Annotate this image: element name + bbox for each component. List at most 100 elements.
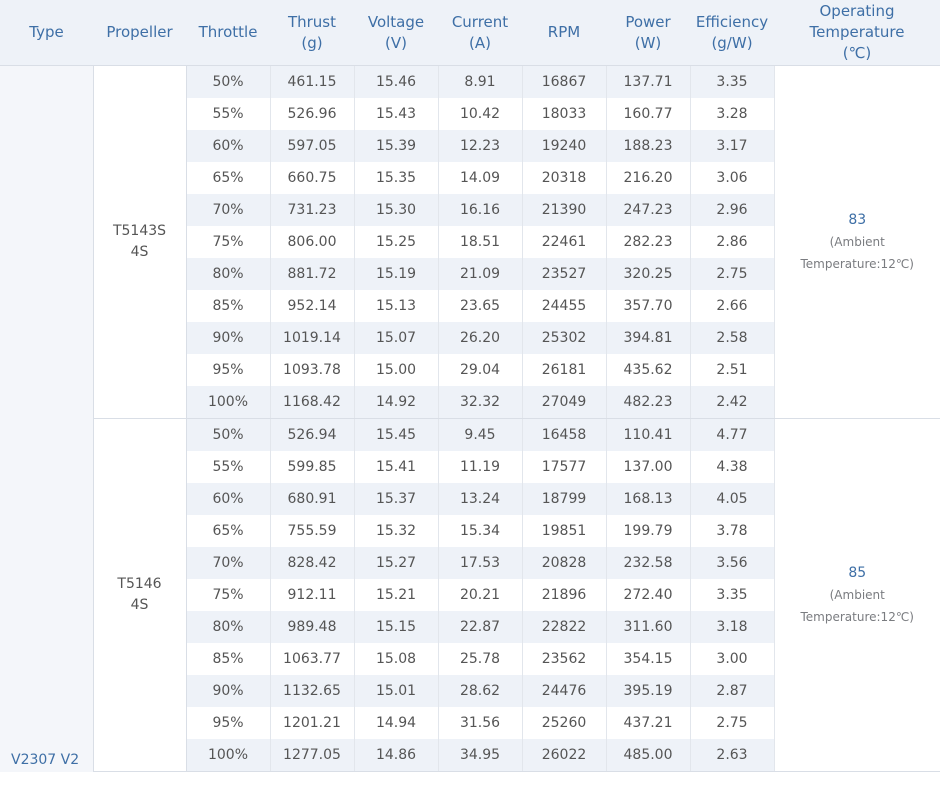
type-cell: V2307 V2: [0, 65, 94, 772]
rpm-cell: 16458: [522, 418, 607, 451]
voltage-cell: 15.27: [354, 547, 439, 579]
thrust-cell: 806.00: [270, 226, 355, 258]
table-row: 55% 526.96 15.43 10.42 18033 160.77 3.28: [0, 98, 940, 130]
power-cell: 357.70: [606, 290, 691, 322]
rpm-cell: 26181: [522, 354, 607, 386]
table-row: 100% 1277.05 14.86 34.95 26022 485.00 2.63: [0, 739, 940, 772]
throttle-cell: 70%: [186, 194, 271, 226]
header-thrust: Thrust (g): [270, 0, 354, 66]
rpm-cell: 25260: [522, 707, 607, 739]
voltage-cell: 15.00: [354, 354, 439, 386]
current-cell: 12.23: [438, 130, 523, 162]
current-cell: 25.78: [438, 643, 523, 675]
rpm-cell: 22461: [522, 226, 607, 258]
table-row: 95% 1093.78 15.00 29.04 26181 435.62 2.51: [0, 354, 940, 386]
current-cell: 26.20: [438, 322, 523, 354]
efficiency-cell: 3.00: [690, 643, 775, 675]
table-row: 70% 731.23 15.30 16.16 21390 247.23 2.96: [0, 194, 940, 226]
current-cell: 28.62: [438, 675, 523, 707]
thrust-cell: 1132.65: [270, 675, 355, 707]
header-throttle: Throttle: [186, 0, 270, 66]
throttle-cell: 95%: [186, 707, 271, 739]
throttle-cell: 85%: [186, 290, 271, 322]
throttle-cell: 80%: [186, 258, 271, 290]
voltage-cell: 14.92: [354, 386, 439, 419]
current-cell: 17.53: [438, 547, 523, 579]
power-cell: 394.81: [606, 322, 691, 354]
thrust-cell: 755.59: [270, 515, 355, 547]
table-row: 100% 1168.42 14.92 32.32 27049 482.23 2.42: [0, 386, 940, 419]
rpm-cell: 17577: [522, 451, 607, 483]
rpm-cell: 25302: [522, 322, 607, 354]
power-cell: 137.00: [606, 451, 691, 483]
efficiency-cell: 3.17: [690, 130, 775, 162]
temperature-value: 83: [848, 212, 867, 228]
ambient-temperature-note: (Ambient Temperature:12℃): [800, 588, 914, 624]
rpm-cell: 21896: [522, 579, 607, 611]
throttle-cell: 75%: [186, 579, 271, 611]
power-cell: 272.40: [606, 579, 691, 611]
current-cell: 34.95: [438, 739, 523, 772]
rpm-cell: 26022: [522, 739, 607, 772]
efficiency-cell: 2.58: [690, 322, 775, 354]
throttle-cell: 60%: [186, 130, 271, 162]
table-row: 85% 1063.77 15.08 25.78 23562 354.15 3.00: [0, 643, 940, 675]
efficiency-cell: 2.66: [690, 290, 775, 322]
table-row: 75% 912.11 15.21 20.21 21896 272.40 3.35: [0, 579, 940, 611]
throttle-cell: 60%: [186, 483, 271, 515]
header-propeller: Propeller: [93, 0, 186, 66]
voltage-cell: 15.15: [354, 611, 439, 643]
rpm-cell: 27049: [522, 386, 607, 419]
efficiency-cell: 3.35: [690, 65, 775, 98]
voltage-cell: 15.07: [354, 322, 439, 354]
throttle-cell: 90%: [186, 675, 271, 707]
throttle-cell: 100%: [186, 739, 271, 772]
throttle-cell: 100%: [186, 386, 271, 419]
table-row: 90% 1019.14 15.07 26.20 25302 394.81 2.58: [0, 322, 940, 354]
voltage-cell: 15.19: [354, 258, 439, 290]
power-cell: 320.25: [606, 258, 691, 290]
thrust-cell: 526.94: [270, 418, 355, 451]
voltage-cell: 15.25: [354, 226, 439, 258]
thrust-cell: 828.42: [270, 547, 355, 579]
rpm-cell: 20318: [522, 162, 607, 194]
efficiency-cell: 3.28: [690, 98, 775, 130]
thrust-cell: 1063.77: [270, 643, 355, 675]
table-row: 60% 680.91 15.37 13.24 18799 168.13 4.05: [0, 483, 940, 515]
rpm-cell: 20828: [522, 547, 607, 579]
thrust-cell: 952.14: [270, 290, 355, 322]
efficiency-cell: 4.77: [690, 418, 775, 451]
thrust-cell: 526.96: [270, 98, 355, 130]
power-cell: 168.13: [606, 483, 691, 515]
thrust-cell: 989.48: [270, 611, 355, 643]
table-row: 55% 599.85 15.41 11.19 17577 137.00 4.38: [0, 451, 940, 483]
power-cell: 137.71: [606, 65, 691, 98]
header-current: Current (A): [438, 0, 522, 66]
thrust-cell: 599.85: [270, 451, 355, 483]
current-cell: 8.91: [438, 65, 523, 98]
voltage-cell: 14.94: [354, 707, 439, 739]
current-cell: 21.09: [438, 258, 523, 290]
throttle-cell: 55%: [186, 451, 271, 483]
table-row: 95% 1201.21 14.94 31.56 25260 437.21 2.75: [0, 707, 940, 739]
efficiency-cell: 3.06: [690, 162, 775, 194]
voltage-cell: 15.30: [354, 194, 439, 226]
propeller-cell: T5146 4S: [93, 418, 187, 772]
thrust-cell: 1201.21: [270, 707, 355, 739]
propeller-label: T5146: [117, 576, 162, 592]
header-voltage: Voltage (V): [354, 0, 438, 66]
efficiency-cell: 3.56: [690, 547, 775, 579]
rpm-cell: 19851: [522, 515, 607, 547]
efficiency-cell: 4.05: [690, 483, 775, 515]
current-cell: 29.04: [438, 354, 523, 386]
current-cell: 20.21: [438, 579, 523, 611]
voltage-cell: 15.39: [354, 130, 439, 162]
thrust-cell: 1019.14: [270, 322, 355, 354]
rpm-cell: 23527: [522, 258, 607, 290]
table-row: T5146 4S 50% 526.94 15.45 9.45 16458 110.41 4.77…: [0, 418, 940, 772]
power-cell: 160.77: [606, 98, 691, 130]
propeller-label: T5143S: [112, 223, 167, 239]
throttle-cell: 80%: [186, 611, 271, 643]
current-cell: 23.65: [438, 290, 523, 322]
current-cell: 15.34: [438, 515, 523, 547]
